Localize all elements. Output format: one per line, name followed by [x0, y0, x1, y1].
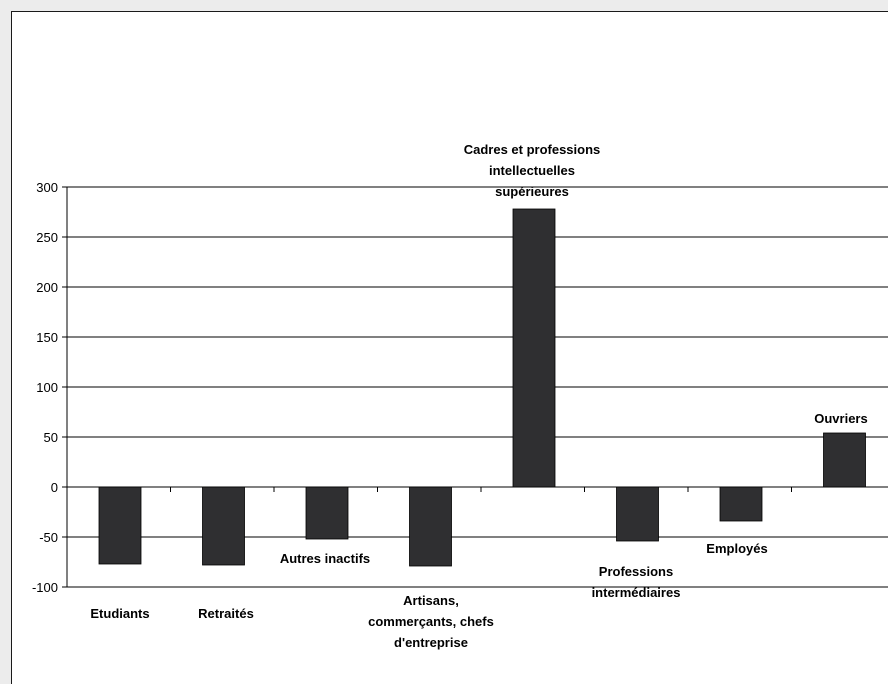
bar-1	[202, 486, 245, 566]
category-label-4-line-0: Cadres et professions	[464, 142, 601, 157]
y-tick-label-5: 50	[44, 430, 58, 445]
chart-frame	[11, 11, 888, 684]
category-label-4-line-2: supérieures	[495, 184, 569, 199]
bar-5	[616, 486, 659, 542]
category-label-5-line-1: intermédiaires	[592, 585, 681, 600]
bar-6	[719, 486, 763, 522]
category-label-2-line-0: Autres inactifs	[280, 551, 370, 566]
bar-3	[409, 486, 452, 567]
y-tick-label-2: 200	[36, 280, 58, 295]
bar-0	[98, 486, 142, 565]
y-tick-label-0: 300	[36, 180, 58, 195]
y-tick-label-1: 250	[36, 230, 58, 245]
category-label-7-line-0: Ouvriers	[814, 411, 867, 426]
bar-2	[305, 486, 349, 540]
bar-7	[823, 432, 866, 488]
bar-4	[512, 208, 556, 488]
y-tick-label-7: -50	[39, 530, 58, 545]
y-tick-label-3: 150	[36, 330, 58, 345]
category-label-5-line-0: Professions	[599, 564, 673, 579]
category-label-0-line-0: Etudiants	[90, 606, 149, 621]
y-tick-label-4: 100	[36, 380, 58, 395]
category-label-3-line-1: commerçants, chefs	[368, 614, 494, 629]
category-label-1-line-0: Retraités	[198, 606, 254, 621]
y-tick-label-6: 0	[51, 480, 58, 495]
category-label-3-line-0: Artisans,	[403, 593, 459, 608]
category-label-6-line-0: Employés	[706, 541, 767, 556]
category-label-3-line-2: d'entreprise	[394, 635, 468, 650]
category-label-4-line-1: intellectuelles	[489, 163, 575, 178]
y-tick-label-8: -100	[32, 580, 58, 595]
